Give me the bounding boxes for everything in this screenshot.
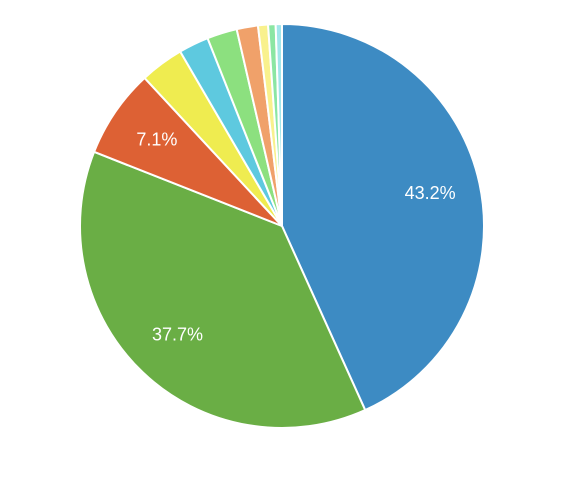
data-label: 7.1% [136,129,177,149]
data-label: 43.2% [405,183,456,203]
pie-slice [281,22,485,412]
pie-slice [79,150,367,429]
data-label: 37.7% [152,324,203,344]
pie-slice [274,22,283,227]
